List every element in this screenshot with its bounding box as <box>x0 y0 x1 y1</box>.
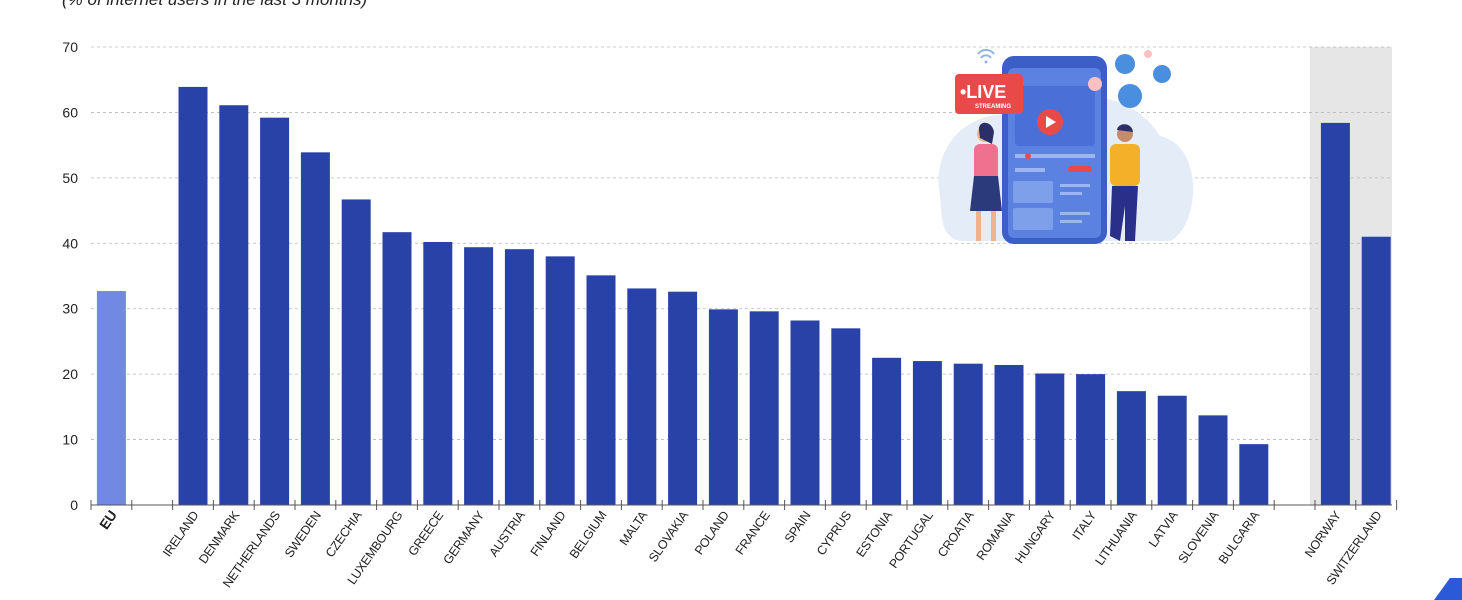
x-tick-label-croatia: CROATIA <box>935 508 977 560</box>
x-tick-label-italy: ITALY <box>1070 508 1100 543</box>
x-axis-ticks <box>90 500 1398 510</box>
y-tick-label: 30 <box>62 301 78 317</box>
y-tick-label: 60 <box>62 104 78 120</box>
bar-bulgaria <box>1239 444 1269 505</box>
corner-decoration-icon <box>1434 578 1462 600</box>
bar-greece <box>423 241 453 505</box>
x-tick-label-belgium: BELGIUM <box>567 509 610 561</box>
y-tick-label: 0 <box>70 497 78 513</box>
x-tick-label-denmark: DENMARK <box>196 508 243 566</box>
bar-norway <box>1320 122 1350 505</box>
x-tick-label-czechia: CZECHIA <box>323 508 365 560</box>
x-tick-label-slovenia: SLOVENIA <box>1176 508 1223 566</box>
bar-eu <box>96 291 126 505</box>
x-tick-label-france: FRANCE <box>733 509 773 558</box>
bar-spain <box>790 320 820 505</box>
bar-portugal <box>912 361 942 505</box>
x-tick-label-romania: ROMANIA <box>974 508 1018 563</box>
bar-luxembourg <box>382 232 412 506</box>
bar-finland <box>545 256 575 505</box>
x-tick-label-estonia: ESTONIA <box>853 508 895 560</box>
x-tick-label-sweden: SWEDEN <box>282 508 324 560</box>
bar-romania <box>994 364 1024 505</box>
bar-france <box>749 311 779 505</box>
bar-netherlands <box>260 117 290 506</box>
x-tick-label-hungary: HUNGARY <box>1012 508 1059 566</box>
y-tick-label: 70 <box>62 39 78 55</box>
x-tick-label-eu: EU <box>96 507 120 532</box>
x-tick-label-cyprus: CYPRUS <box>814 509 854 558</box>
bar-malta <box>627 288 657 505</box>
bar-slovakia <box>668 291 698 505</box>
bars <box>96 86 1391 506</box>
bar-cyprus <box>831 328 861 505</box>
x-tick-label-austria: AUSTRIA <box>487 508 529 559</box>
x-tick-label-slovakia: SLOVAKIA <box>646 508 692 565</box>
x-tick-label-malta: MALTA <box>617 508 651 548</box>
bar-belgium <box>586 275 616 505</box>
y-tick-label: 10 <box>62 432 78 448</box>
y-tick-label: 40 <box>62 235 78 251</box>
x-tick-label-lithuania: LITHUANIA <box>1092 508 1140 568</box>
x-tick-label-finland: FINLAND <box>528 508 569 558</box>
live-streaming-illustration-icon: •LIVE STREAMING <box>938 49 1194 244</box>
bar-lithuania <box>1116 391 1146 505</box>
bar-italy <box>1076 374 1106 505</box>
bar-germany <box>464 247 494 505</box>
bar-latvia <box>1157 395 1187 505</box>
y-axis-ticks: 0 10 20 30 40 50 60 70 <box>62 39 78 513</box>
bar-poland <box>708 309 738 505</box>
bar-hungary <box>1035 373 1065 505</box>
bar-denmark <box>219 105 249 505</box>
x-tick-label-germany: GERMANY <box>441 508 488 567</box>
bar-croatia <box>953 363 983 505</box>
bar-ireland <box>178 86 208 505</box>
bar-slovenia <box>1198 415 1228 505</box>
x-tick-label-latvia: LATVIA <box>1146 508 1181 550</box>
bar-czechia <box>341 199 371 505</box>
bar-estonia <box>872 357 902 505</box>
bar-sweden <box>300 152 330 505</box>
x-tick-label-greece: GREECE <box>406 509 447 559</box>
live-badge-text: •LIVE <box>960 82 1006 102</box>
x-tick-label-spain: SPAIN <box>782 508 814 545</box>
live-badge-subtext: STREAMING <box>975 104 1011 110</box>
x-tick-label-bulgaria: BULGARIA <box>1216 508 1263 567</box>
x-tick-label-norway: NORWAY <box>1302 508 1344 560</box>
y-tick-label: 20 <box>62 366 78 382</box>
y-tick-label: 50 <box>62 170 78 186</box>
bar-switzerland <box>1361 236 1391 505</box>
x-tick-label-poland: POLAND <box>692 508 732 557</box>
chart-subtitle: (% of internet users in the last 3 month… <box>62 0 367 10</box>
x-tick-label-ireland: IRELAND <box>160 508 201 559</box>
bar-austria <box>504 249 534 505</box>
